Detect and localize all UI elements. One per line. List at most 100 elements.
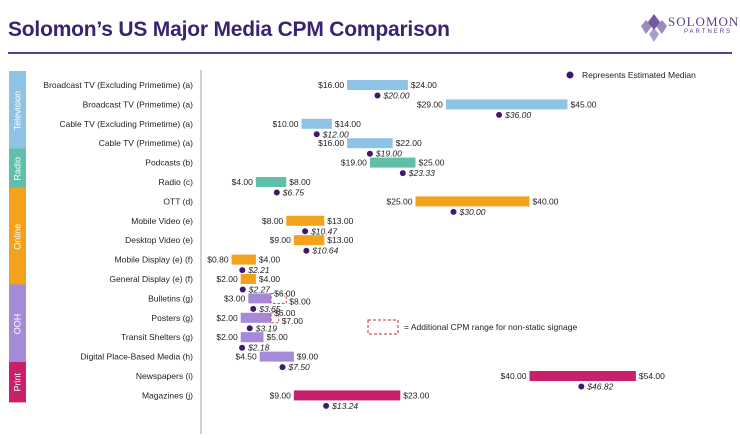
legend-median-dot: [566, 71, 574, 79]
row-label: OTT (d): [163, 196, 193, 206]
row-label: Desktop Video (e): [125, 235, 193, 245]
low-value-label: $4.50: [235, 352, 257, 362]
range-bar: [415, 196, 530, 207]
group-label-print: Print: [13, 372, 23, 391]
logo-subtitle: PARTNERS: [684, 29, 733, 35]
low-value-label: $2.00: [216, 274, 238, 284]
range-bar: [240, 332, 264, 343]
range-bar: [529, 371, 636, 381]
range-bar: [259, 351, 294, 362]
low-value-label: $16.00: [318, 80, 344, 90]
page-title: Solomon’s US Major Media CPM Comparison: [8, 18, 450, 41]
median-value-label: $20.00: [383, 91, 410, 101]
median-value-label: $3.19: [255, 323, 278, 333]
row-label: Bulletins (g): [148, 293, 193, 303]
median-value-label: $12.00: [322, 129, 349, 139]
median-value-label: $7.50: [288, 362, 311, 372]
median-dot: [302, 228, 309, 235]
median-dot: [374, 92, 381, 99]
high-value-label: $6.00: [274, 288, 296, 298]
logo-name: SOLOMON: [668, 14, 740, 29]
median-value-label: $13.24: [331, 401, 358, 411]
high-value-label: $45.00: [571, 99, 597, 109]
title-divider: [8, 52, 732, 54]
row-label: Broadcast TV (Primetime) (a): [83, 99, 194, 109]
median-value-label: $10.47: [310, 226, 337, 236]
range-bar: [301, 118, 332, 129]
median-value-label: $30.00: [459, 207, 486, 217]
row-label: Mobile Display (e) (f): [115, 255, 194, 265]
range-bar: [286, 215, 325, 226]
high-value-label: $23.00: [403, 390, 429, 400]
low-value-label: $8.00: [262, 216, 284, 226]
row-label: Digital Place-Based Media (h): [81, 352, 194, 362]
high-value-label: $40.00: [533, 196, 559, 206]
low-value-label: $2.00: [216, 313, 238, 323]
high-value-label: $14.00: [335, 119, 361, 129]
range-bar: [293, 390, 401, 401]
median-dot: [578, 383, 585, 390]
median-value-label: $2.18: [247, 343, 270, 353]
median-value-label: $19.00: [375, 149, 402, 159]
high-value-label: $5.00: [267, 332, 289, 342]
high-value-label: $4.00: [259, 274, 281, 284]
median-value-label: $2.21: [247, 265, 270, 275]
high-value-label: $24.00: [411, 80, 437, 90]
cpm-range-chart: Television Radio Online OOH Print Broadcast T…: [9, 70, 696, 434]
high-value-label: $13.00: [327, 216, 353, 226]
group-band-television: [9, 71, 26, 151]
high-value-label: $6.00: [274, 308, 296, 318]
median-dot: [399, 170, 406, 177]
median-value-label: $6.75: [282, 188, 305, 198]
legend-dashed-label: = Additional CPM range for non-static si…: [404, 322, 577, 332]
group-band-radio: [9, 148, 26, 189]
median-dot: [250, 305, 257, 312]
median-value-label: $10.64: [311, 246, 338, 256]
high-value-label: $25.00: [419, 158, 445, 168]
group-label-television: Television: [13, 91, 23, 131]
median-dot: [279, 364, 286, 371]
median-value-label: $2.27: [248, 285, 271, 295]
group-label-radio: Radio: [13, 157, 23, 181]
median-dot: [496, 111, 503, 118]
low-value-label: $16.00: [318, 138, 344, 148]
high-value-label: $22.00: [396, 138, 422, 148]
range-bar: [293, 235, 325, 246]
median-dot: [303, 247, 310, 254]
low-value-label: $40.00: [501, 371, 527, 381]
low-value-label: $3.00: [224, 293, 246, 303]
median-dot: [246, 325, 253, 332]
group-band-online: [9, 187, 26, 286]
row-label: Posters (g): [151, 313, 193, 323]
legend-dashed-box: [367, 319, 399, 335]
range-bar: [445, 99, 568, 110]
high-value-label: $4.00: [259, 255, 281, 265]
median-dot: [450, 208, 457, 215]
high-value-label: $54.00: [639, 371, 665, 381]
low-value-label: $19.00: [341, 158, 367, 168]
low-value-label: $25.00: [387, 196, 413, 206]
extended-value-label: $7.00: [282, 316, 304, 326]
median-value-label: $36.00: [504, 110, 531, 120]
median-dot: [273, 189, 280, 196]
range-bar: [240, 274, 256, 284]
low-value-label: $4.00: [232, 177, 254, 187]
group-band-print: [9, 362, 26, 403]
low-value-label: $2.00: [216, 332, 238, 342]
row-label: Cable TV (Excluding Primetime) (a): [59, 119, 193, 129]
group-label-ooh: OOH: [13, 314, 23, 335]
solomon-logo-icon: [641, 14, 667, 42]
row-label: Broadcast TV (Excluding Primetime) (a): [43, 80, 193, 90]
median-value-label: $23.33: [408, 168, 435, 178]
high-value-label: $13.00: [327, 235, 353, 245]
row-label: Magazines (j): [142, 390, 193, 400]
range-bar: [240, 312, 272, 323]
median-dot: [239, 267, 246, 274]
row-label: Radio (c): [159, 177, 194, 187]
median-dot: [239, 286, 246, 293]
row-label: Transit Shelters (g): [121, 332, 193, 342]
median-dot: [366, 150, 373, 157]
row-label: Podcasts (b): [145, 158, 193, 168]
group-label-online: Online: [13, 224, 23, 250]
median-value-label: $46.82: [586, 382, 613, 392]
